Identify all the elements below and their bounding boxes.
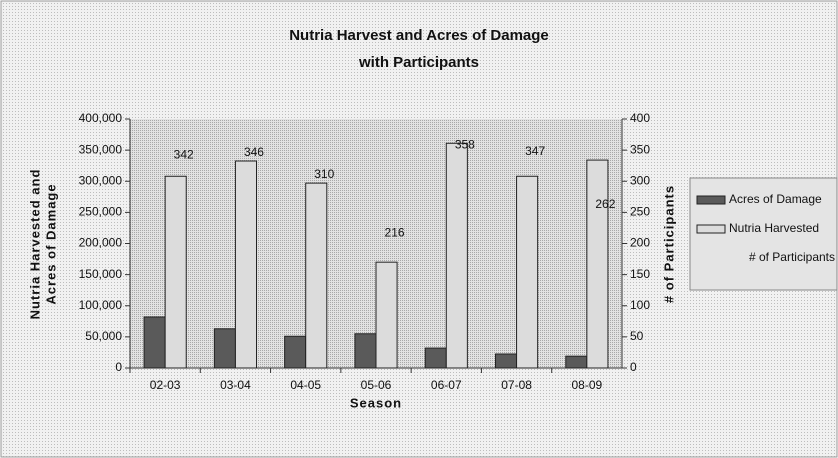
x-axis-title: Season [350, 395, 402, 410]
y2-tick-label: 300 [630, 173, 650, 187]
y-tick-label: 0 [115, 360, 122, 374]
legend [689, 177, 838, 291]
y-axis-title: Acres of Damage [43, 183, 58, 304]
y-axis-title: Nutria Harvested and [27, 169, 42, 320]
bar [424, 347, 447, 369]
data-label: 216 [385, 226, 405, 240]
data-label: 310 [314, 167, 334, 181]
bar [213, 328, 236, 369]
chart-subtitle: with Participants [358, 54, 479, 71]
chart-title: Nutria Harvest and Acres of Damage [289, 27, 549, 44]
y-tick-label: 200,000 [79, 236, 123, 250]
data-label: 262 [595, 197, 615, 211]
x-tick-label: 02-03 [150, 378, 181, 392]
bar [565, 355, 588, 369]
x-tick-label: 06-07 [431, 378, 462, 392]
y-tick-label: 150,000 [79, 267, 123, 281]
y2-tick-label: 200 [630, 236, 650, 250]
y2-tick-label: 150 [630, 267, 650, 281]
legend-label: Acres of Damage [729, 192, 822, 206]
y-tick-label: 100,000 [79, 298, 123, 312]
bar [305, 182, 328, 369]
data-label: 347 [525, 144, 545, 158]
y2-tick-label: 0 [630, 360, 637, 374]
data-label: 342 [174, 147, 194, 161]
bar [445, 142, 468, 369]
y2-tick-label: 350 [630, 142, 650, 156]
bar [494, 353, 518, 369]
bar [164, 175, 187, 369]
x-tick-label: 04-05 [290, 378, 321, 392]
legend-label: Nutria Harvested [729, 221, 819, 235]
legend-label: # of Participants [749, 250, 835, 264]
y-tick-label: 250,000 [79, 205, 123, 219]
x-tick-label: 03-04 [220, 378, 251, 392]
y2-tick-label: 100 [630, 298, 650, 312]
y-tick-label: 300,000 [79, 173, 123, 187]
y2-tick-label: 50 [630, 329, 644, 343]
bar [586, 159, 609, 369]
bar [284, 335, 307, 369]
x-tick-label: 05-06 [361, 378, 392, 392]
bar [375, 261, 398, 369]
y2-axis-title: # of Participants [661, 185, 676, 303]
bar [516, 175, 539, 369]
y-tick-label: 50,000 [85, 329, 122, 343]
y-tick-label: 400,000 [79, 111, 123, 125]
bar [234, 160, 258, 369]
y-tick-label: 350,000 [79, 142, 123, 156]
y2-tick-label: 250 [630, 205, 650, 219]
bar [354, 333, 377, 369]
data-label: 346 [244, 145, 264, 159]
x-tick-label: 08-09 [572, 378, 603, 392]
y2-tick-label: 400 [630, 111, 650, 125]
bar [143, 316, 166, 369]
data-label: 358 [455, 137, 475, 151]
x-tick-label: 07-08 [501, 378, 532, 392]
legend-swatch [696, 195, 726, 205]
legend-swatch [696, 224, 726, 234]
